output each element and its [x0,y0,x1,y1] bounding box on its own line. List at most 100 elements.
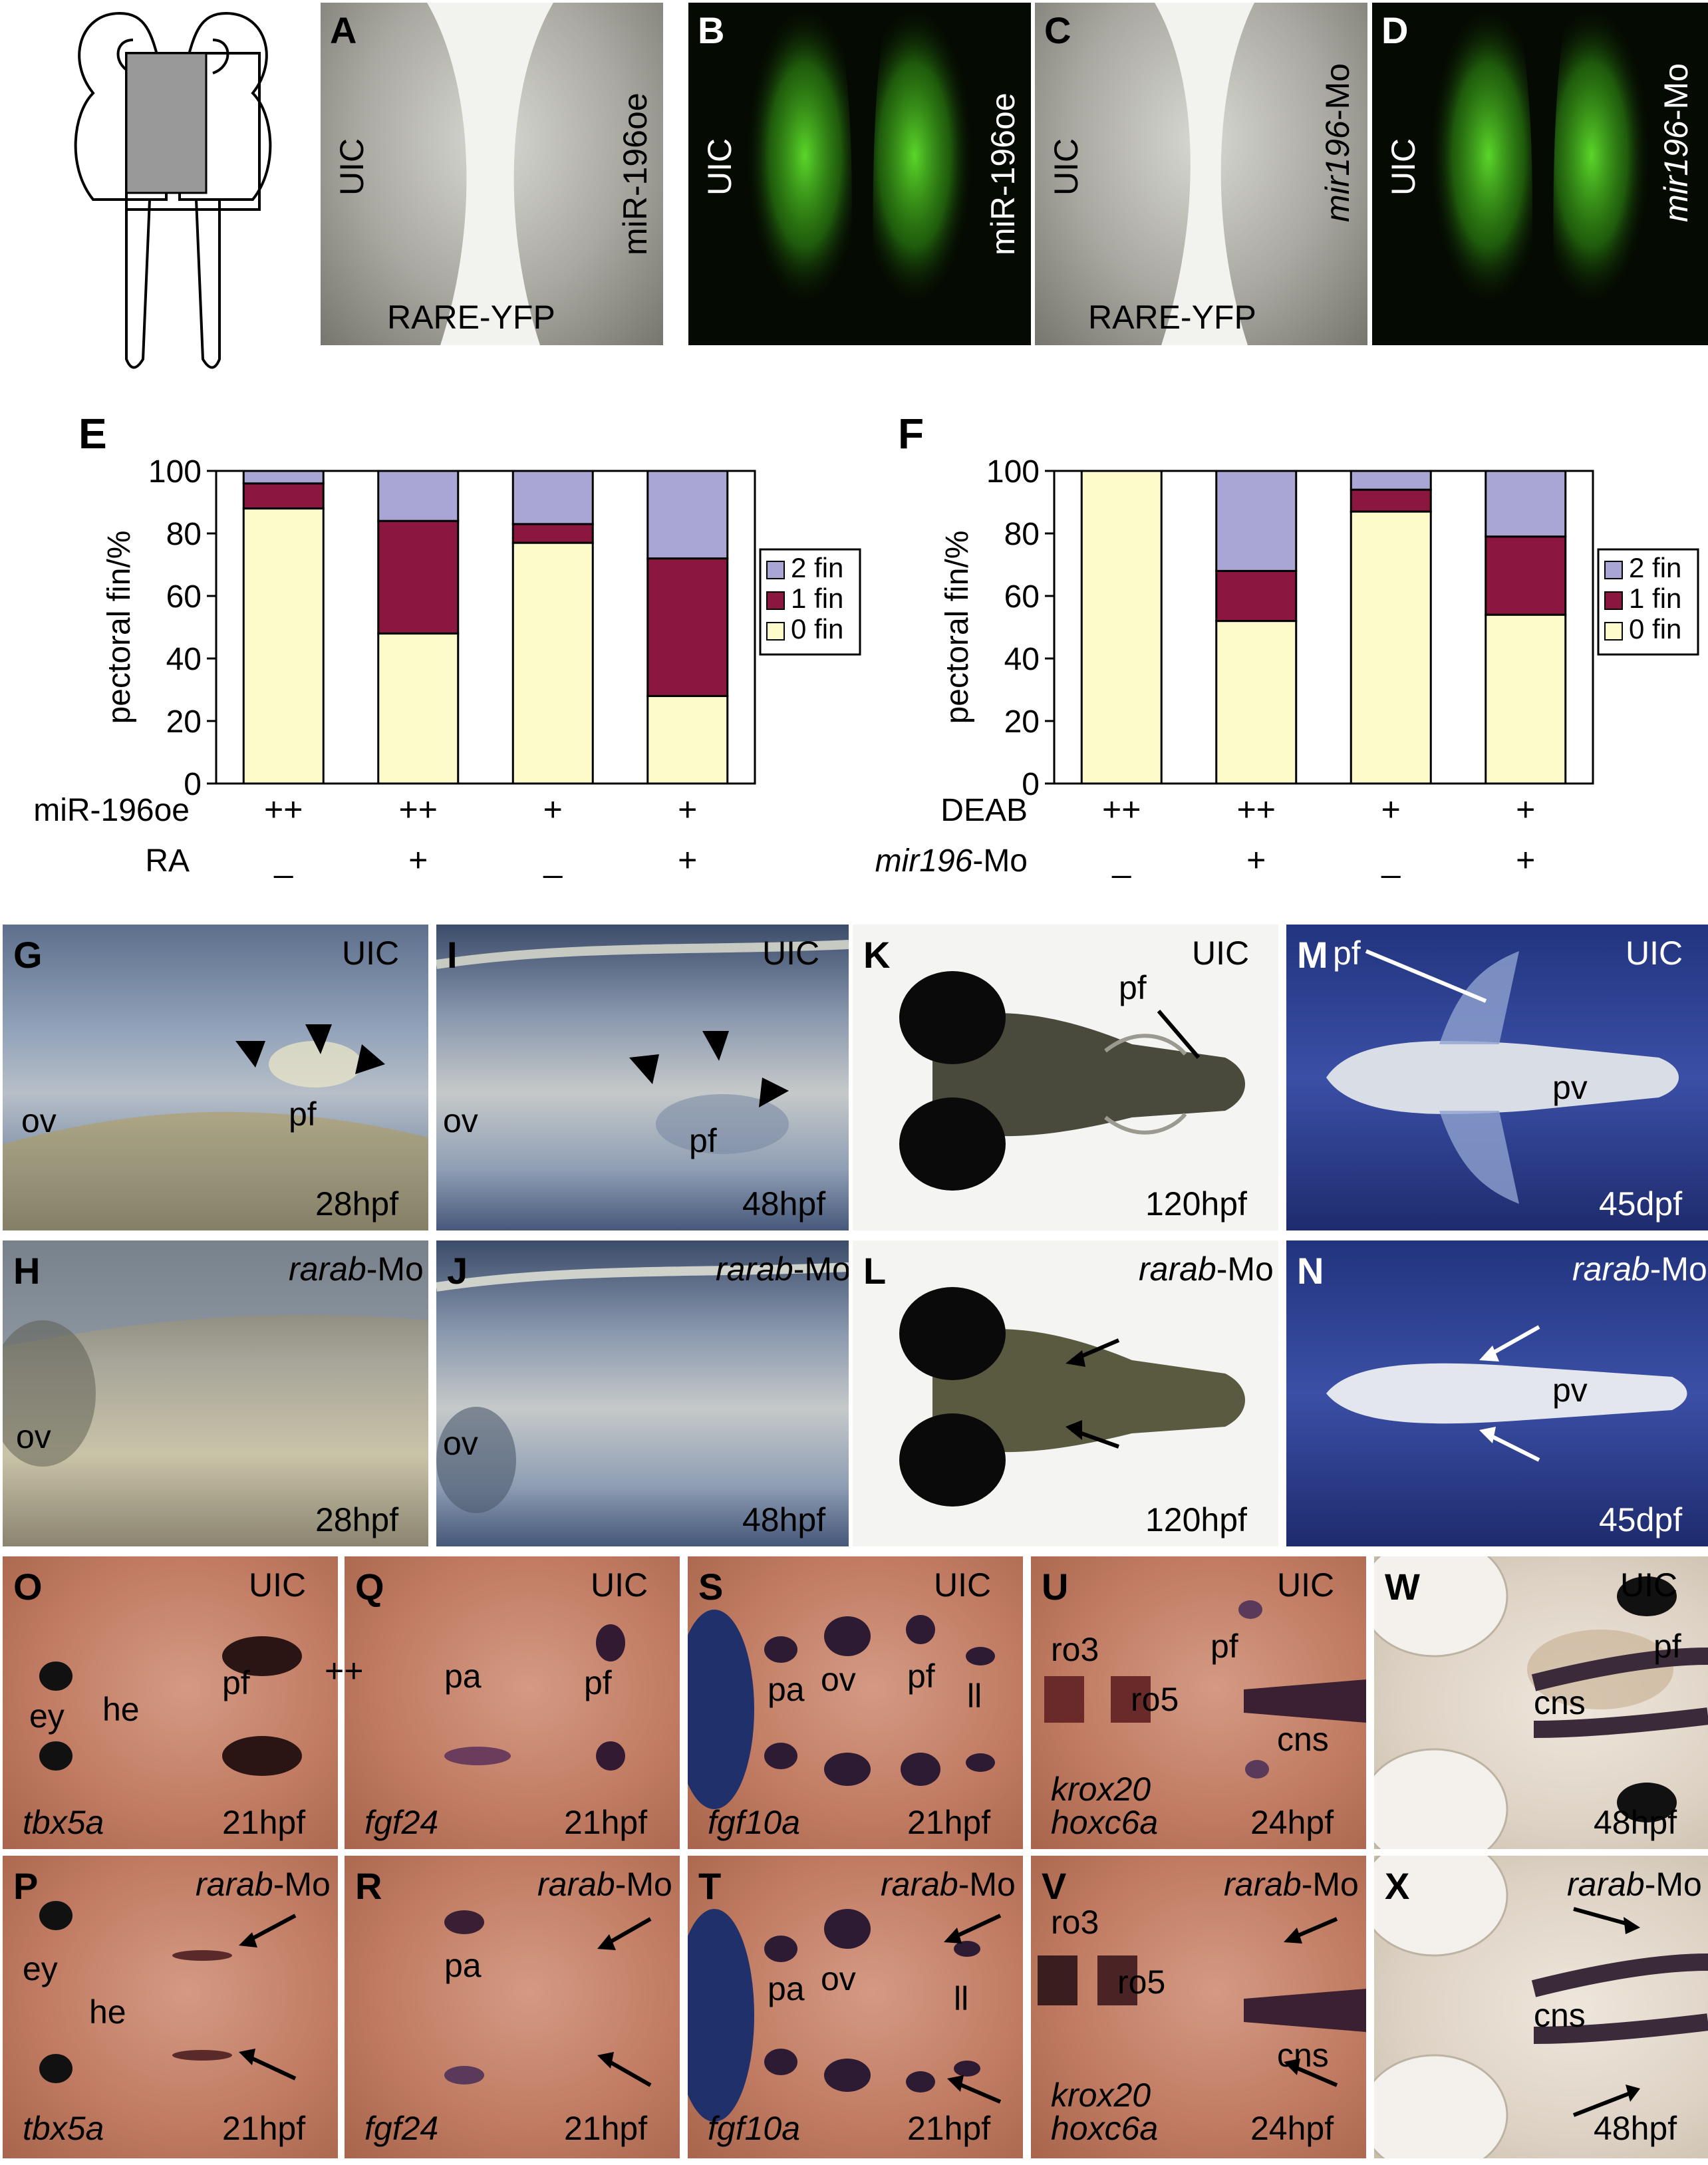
panel-letter: V [1042,1865,1067,1907]
condition-label: UIC [762,935,820,972]
panel-a: A UIC miR-196oe RARE-YFP [321,3,663,345]
structure-label-pf: pf [289,1095,317,1133]
gene-label: fgf24 [364,1804,439,1841]
structure-label-cns: cns [1534,1684,1586,1721]
category-label-row2: _ [1381,841,1401,879]
panel-r: R rarab-Mo pa fgf24 21hpf [345,1856,680,2158]
condition-label-right: miR-196oe [617,92,654,255]
category-label-row1: + [1516,791,1535,828]
structure-label-pa: pa [768,1970,805,2007]
timepoint-label: 21hpf [907,2110,991,2147]
panel-g: G UIC ov pf 28hpf [3,925,428,1230]
legend-label: 0 fin [791,613,843,645]
structure-label-he: he [102,1691,140,1728]
timepoint-label: 120hpf [1145,1185,1247,1223]
reporter-label: RARE-YFP [387,299,555,336]
reporter-label: RARE-YFP [1088,299,1256,336]
structure-label-ro3: ro3 [1051,1904,1099,1941]
condition-label: rarab-Mo [1572,1250,1707,1288]
timepoint-label: 48hpf [742,1501,826,1538]
structure-label-he: he [89,1993,126,2031]
y-tick-label: 20 [166,704,202,740]
bar-segment [242,482,325,509]
bar-segment [377,632,460,785]
panel-letter: F [898,410,925,458]
panel-letter: S [698,1566,724,1608]
bar-segment [377,519,460,635]
legend-label: 2 fin [791,552,843,583]
panel-t: T rarab-Mo pa ov ll fgf10a 21hpf [688,1856,1023,2158]
panel-letter: A [330,9,357,51]
bar-segment [511,541,594,785]
category-label-row1: ++ [264,791,303,828]
y-tick-label: 60 [166,579,202,615]
category-label-row2: + [408,841,428,879]
legend-swatch [766,561,785,579]
timepoint-label: 24hpf [1250,1804,1334,1841]
structure-label-ov: ov [16,1418,51,1455]
bar-segment [1215,470,1298,572]
panel-i: I UIC ov pf 48hpf [436,925,849,1230]
condition-label: UIC [1192,935,1250,972]
structure-label-pa: pa [444,1947,482,1984]
panel-letter: J [447,1250,468,1292]
panel-letter: G [13,934,43,976]
structure-label-ov: ov [443,1102,478,1139]
condition-label: UIC [934,1566,992,1604]
legend-label: 2 fin [1629,552,1681,583]
y-axis-label: pectoral fin/% [102,531,137,724]
gene-label: fgf24 [364,2110,439,2147]
structure-label-pf: pf [584,1664,612,1701]
structure-label-cns: cns [1277,2037,1329,2074]
panel-q: Q UIC pa pf fgf24 21hpf [345,1556,680,1849]
panel-letter: L [863,1250,887,1292]
structure-label-ov: ov [21,1102,57,1139]
y-tick-label: 20 [1004,704,1040,740]
legend-swatch [766,622,785,641]
structure-label-pv: pv [1552,1371,1588,1409]
timepoint-label: 45dpf [1599,1185,1683,1223]
y-tick-label: 100 [986,454,1040,490]
panel-letter: C [1044,9,1071,51]
bar-segment [1485,613,1567,785]
panel-n: N rarab-Mo pv 45dpf [1286,1240,1708,1546]
legend-label: 1 fin [791,583,843,614]
bar-segment [1485,470,1567,538]
condition-label: rarab-Mo [1567,1866,1702,1903]
timepoint-label: 45dpf [1599,1501,1683,1538]
panel-m: M pf UIC pv 45dpf [1286,925,1708,1230]
gene-label: fgf10a [708,2110,801,2147]
bar-segment [511,523,594,544]
legend-swatch [766,591,785,610]
gene-label-2: hoxc6a [1051,1804,1159,1841]
bar-segment [646,694,729,785]
category-label-row1: ++ [1237,791,1276,828]
condition-label: rarab-Mo [289,1250,424,1288]
condition-label: rarab-Mo [196,1866,331,1903]
embryo-schematic [74,11,272,369]
timepoint-label: 21hpf [564,1804,648,1841]
bar-segment [1350,488,1432,513]
condition-label-right: mir196-Mo [1319,63,1356,222]
category-label-row1: + [678,791,697,828]
condition-label: rarab-Mo [716,1250,849,1288]
row-label-1: DEAB [940,793,1028,828]
bar-segment [1350,510,1432,785]
panel-b: B UIC miR-196oe [688,3,1031,345]
y-tick-label: 60 [1004,579,1040,615]
structure-label-pa: pa [768,1671,805,1708]
bar-segment [1080,470,1163,785]
structure-label-ey: ey [29,1697,65,1735]
gene-label: tbx5a [23,1804,104,1841]
timepoint-label: 48hpf [742,1185,826,1223]
panel-letter: T [698,1865,722,1907]
structure-label-ro5: ro5 [1131,1681,1179,1718]
gene-label: fgf10a [708,1804,801,1841]
condition-label-left: UIC [333,138,370,196]
row-label-2: mir196-Mo [875,843,1028,879]
structure-label-ro5: ro5 [1117,1963,1166,2001]
panel-letter: R [355,1865,382,1907]
bar-segment [511,470,594,525]
structure-label-pf: pf [689,1122,717,1159]
